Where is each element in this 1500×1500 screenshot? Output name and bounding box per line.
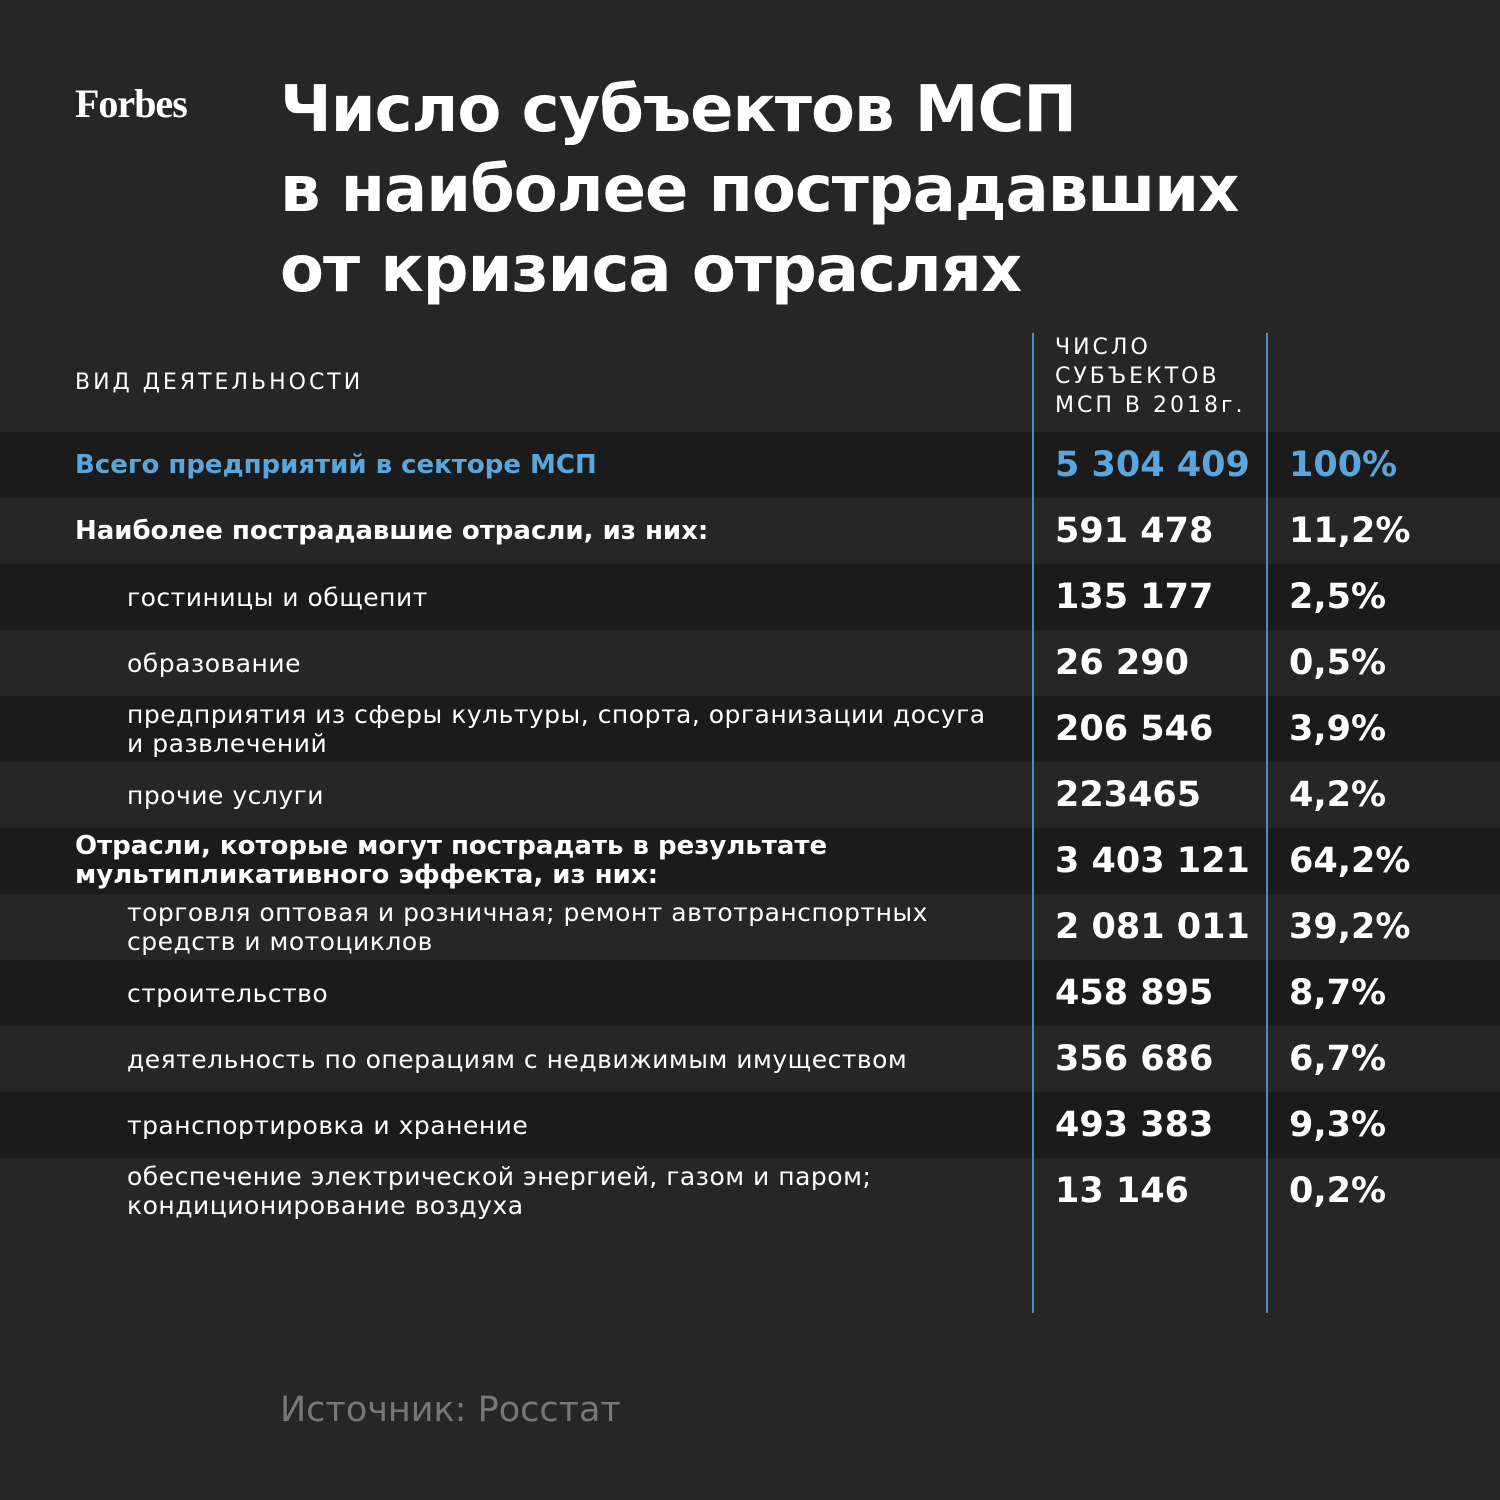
table-row: Наиболее пострадавшие отрасли, из них: 59… <box>0 498 1500 564</box>
column-header: ЧИСЛО СУБЪЕКТОВ МСП В 2018г. <box>1055 333 1246 420</box>
row-share: 6,7% <box>1289 1039 1387 1079</box>
row-count: 135 177 <box>1055 577 1214 617</box>
row-label: образование <box>127 648 302 678</box>
row-share: 8,7% <box>1289 973 1387 1013</box>
title: Число субъектов МСП в наиболее пострадав… <box>280 70 1239 310</box>
row-share: 0,2% <box>1289 1171 1387 1211</box>
row-label: деятельность по операциям с недвижимым и… <box>127 1044 908 1074</box>
table-row: транспортировка и хранение 493 383 9,3% <box>0 1092 1500 1158</box>
column-header-line: ЧИСЛО <box>1055 335 1151 360</box>
table-row: Всего предприятий в секторе МСП 5 304 409… <box>0 432 1500 498</box>
row-count: 2 081 011 <box>1055 907 1250 947</box>
table-row: обеспечение электрической энергией, газо… <box>0 1158 1500 1224</box>
row-label: Отрасли, которые могут пострадать в резу… <box>75 831 828 890</box>
row-share: 11,2% <box>1289 511 1411 551</box>
row-label: обеспечение электрической энергией, газо… <box>127 1162 872 1220</box>
row-share: 64,2% <box>1289 841 1411 881</box>
row-share: 0,5% <box>1289 643 1387 683</box>
logo: Forbes <box>75 81 188 126</box>
row-label: прочие услуги <box>127 780 325 810</box>
table-row: Отрасли, которые могут пострадать в резу… <box>0 828 1500 894</box>
row-count: 356 686 <box>1055 1039 1214 1079</box>
row-count: 3 403 121 <box>1055 841 1250 881</box>
table-row: прочие услуги 223465 4,2% <box>0 762 1500 828</box>
row-label: Наиболее пострадавшие отрасли, из них: <box>75 515 709 546</box>
row-share: 9,3% <box>1289 1105 1387 1145</box>
table-row: предприятия из сферы культуры, спорта, о… <box>0 696 1500 762</box>
table-row: образование 26 290 0,5% <box>0 630 1500 696</box>
column-divider <box>1032 333 1034 1313</box>
row-count: 493 383 <box>1055 1105 1214 1145</box>
row-count: 223465 <box>1055 775 1202 815</box>
title-line: от кризиса отраслях <box>280 233 1022 307</box>
row-count: 591 478 <box>1055 511 1214 551</box>
row-count: 26 290 <box>1055 643 1189 683</box>
column-header-line: МСП В 2018г. <box>1055 393 1246 418</box>
table-row: гостиницы и общепит 135 177 2,5% <box>0 564 1500 630</box>
row-count: 206 546 <box>1055 709 1214 749</box>
title-line: Число субъектов МСП <box>280 73 1077 147</box>
column-divider <box>1266 333 1268 1313</box>
row-share: 3,9% <box>1289 709 1387 749</box>
row-label: строительство <box>127 978 329 1008</box>
row-count: 458 895 <box>1055 973 1214 1013</box>
source: Источник: Росстат <box>280 1390 621 1430</box>
row-label: торговля оптовая и розничная; ремонт авт… <box>127 898 928 956</box>
title-line: в наиболее пострадавших <box>280 153 1239 227</box>
row-label: гостиницы и общепит <box>127 582 428 612</box>
row-share: 39,2% <box>1289 907 1411 947</box>
column-header-line: СУБЪЕКТОВ <box>1055 364 1220 389</box>
table: Всего предприятий в секторе МСП 5 304 409… <box>0 432 1500 1224</box>
row-share: 100% <box>1289 445 1398 485</box>
row-label: Всего предприятий в секторе МСП <box>75 449 597 480</box>
row-share: 4,2% <box>1289 775 1387 815</box>
row-share: 2,5% <box>1289 577 1387 617</box>
row-label: транспортировка и хранение <box>127 1110 529 1140</box>
table-row: строительство 458 895 8,7% <box>0 960 1500 1026</box>
row-count: 13 146 <box>1055 1171 1189 1211</box>
row-count: 5 304 409 <box>1055 445 1250 485</box>
column-header: ВИД ДЕЯТЕЛЬНОСТИ <box>75 370 364 395</box>
table-row: торговля оптовая и розничная; ремонт авт… <box>0 894 1500 960</box>
table-row: деятельность по операциям с недвижимым и… <box>0 1026 1500 1092</box>
row-label: предприятия из сферы культуры, спорта, о… <box>127 700 986 758</box>
